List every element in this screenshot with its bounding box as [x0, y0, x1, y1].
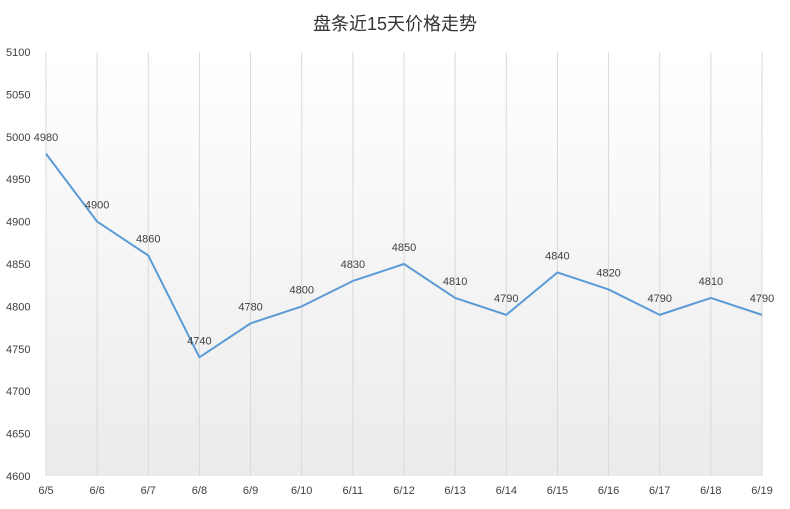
data-label: 4860 — [136, 234, 160, 246]
x-tick-label: 6/14 — [496, 485, 517, 497]
y-tick-label: 4950 — [6, 174, 30, 186]
y-tick-label: 4750 — [6, 344, 30, 356]
y-tick-label: 5100 — [6, 47, 30, 59]
y-tick-label: 5000 — [6, 132, 30, 144]
y-tick-label: 4850 — [6, 259, 30, 271]
y-tick-label: 4900 — [6, 217, 30, 229]
data-label: 4790 — [750, 293, 774, 305]
x-tick-label: 6/15 — [547, 485, 568, 497]
data-label: 4810 — [699, 276, 723, 288]
x-tick-label: 6/18 — [700, 485, 721, 497]
y-tick-label: 5050 — [6, 89, 30, 101]
y-axis-ticks: 4600 4650 4700 4750 4800 4850 4900 4950 5000 5050… — [6, 47, 30, 483]
series-line — [45, 153, 763, 359]
x-axis-ticks: 6/5 6/6 6/7 6/8 6/9 6/10 6/11 6/12 6/13 6/14 6/15 6… — [38, 485, 772, 497]
data-label: 4790 — [647, 293, 671, 305]
data-label: 4830 — [341, 259, 365, 271]
x-tick-label: 6/11 — [343, 485, 364, 497]
x-tick-label: 6/16 — [598, 485, 619, 497]
y-tick-label: 4800 — [6, 301, 30, 313]
x-tick-label: 6/8 — [192, 485, 207, 497]
data-labels: 4980 4900 4860 4740 4780 4800 4830 4850 4810 4790… — [34, 132, 774, 348]
y-tick-label: 4600 — [6, 471, 30, 483]
data-label: 4980 — [34, 132, 58, 144]
grid-lines — [45, 52, 763, 476]
data-label: 4820 — [596, 267, 620, 279]
data-label: 4740 — [187, 335, 211, 347]
data-label: 4840 — [545, 250, 569, 262]
data-label: 4850 — [392, 242, 416, 254]
x-tick-label: 6/17 — [649, 485, 670, 497]
x-tick-label: 6/6 — [89, 485, 104, 497]
data-label: 4800 — [289, 284, 313, 296]
chart-title: 盘条近15天价格走势 — [313, 14, 477, 34]
data-label: 4810 — [443, 276, 467, 288]
x-tick-label: 6/5 — [38, 485, 53, 497]
x-tick-label: 6/19 — [751, 485, 772, 497]
y-tick-label: 4700 — [6, 386, 30, 398]
x-tick-label: 6/9 — [243, 485, 258, 497]
data-label: 4790 — [494, 293, 518, 305]
y-tick-label: 4650 — [6, 429, 30, 441]
x-tick-label: 6/10 — [291, 485, 312, 497]
data-label: 4900 — [85, 200, 109, 212]
series-polyline — [45, 153, 763, 359]
x-tick-label: 6/7 — [141, 485, 156, 497]
data-label: 4780 — [238, 301, 262, 313]
x-tick-label: 6/12 — [393, 485, 414, 497]
x-tick-label: 6/13 — [444, 485, 465, 497]
